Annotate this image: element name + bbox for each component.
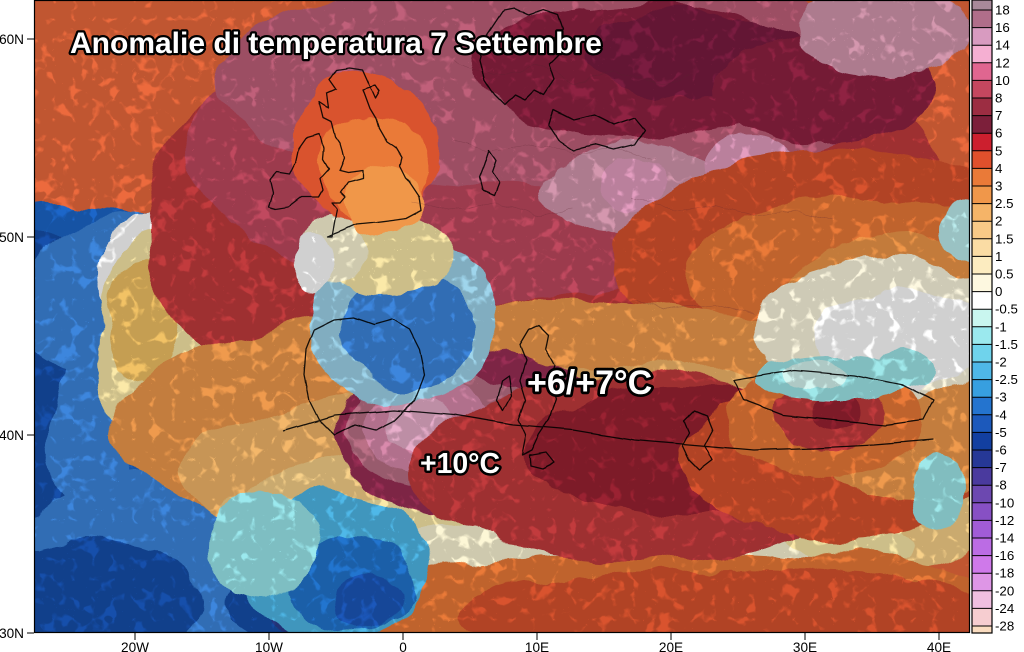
svg-text:0.5: 0.5 bbox=[995, 267, 1014, 282]
svg-text:-12: -12 bbox=[995, 513, 1014, 528]
svg-text:7: 7 bbox=[995, 108, 1002, 123]
svg-text:0: 0 bbox=[995, 284, 1002, 299]
svg-text:1.5: 1.5 bbox=[995, 231, 1014, 246]
svg-text:10W: 10W bbox=[255, 640, 283, 652]
svg-text:0: 0 bbox=[399, 640, 407, 652]
svg-text:-16: -16 bbox=[995, 548, 1014, 563]
svg-text:40E: 40E bbox=[927, 640, 951, 652]
svg-text:-1: -1 bbox=[995, 319, 1007, 334]
svg-text:30E: 30E bbox=[793, 640, 817, 652]
svg-text:-14: -14 bbox=[995, 531, 1014, 546]
svg-text:8: 8 bbox=[995, 91, 1002, 106]
svg-text:20E: 20E bbox=[659, 640, 683, 652]
svg-text:-7: -7 bbox=[995, 460, 1007, 475]
svg-text:-3: -3 bbox=[995, 390, 1007, 405]
svg-text:-28: -28 bbox=[995, 619, 1014, 634]
svg-text:-24: -24 bbox=[995, 601, 1014, 616]
svg-text:-10: -10 bbox=[995, 495, 1014, 510]
svg-text:-4: -4 bbox=[995, 407, 1007, 422]
svg-text:-20: -20 bbox=[995, 583, 1014, 598]
svg-text:5: 5 bbox=[995, 143, 1002, 158]
svg-text:12: 12 bbox=[995, 55, 1010, 70]
svg-text:30N: 30N bbox=[0, 626, 24, 641]
svg-text:Anomalie di temperatura 7 Sett: Anomalie di temperatura 7 Settembre bbox=[70, 27, 602, 60]
svg-text:60N: 60N bbox=[0, 32, 24, 47]
svg-text:50N: 50N bbox=[0, 230, 24, 245]
svg-text:-2: -2 bbox=[995, 355, 1007, 370]
svg-text:2.5: 2.5 bbox=[995, 196, 1014, 211]
svg-text:+10°C: +10°C bbox=[420, 448, 500, 480]
svg-text:40N: 40N bbox=[0, 428, 24, 443]
svg-text:+6/+7°C: +6/+7°C bbox=[527, 364, 652, 402]
svg-text:14: 14 bbox=[995, 38, 1010, 53]
svg-text:10E: 10E bbox=[525, 640, 549, 652]
svg-text:-6: -6 bbox=[995, 443, 1007, 458]
svg-text:-5: -5 bbox=[995, 425, 1007, 440]
svg-text:6: 6 bbox=[995, 126, 1002, 141]
svg-text:3: 3 bbox=[995, 179, 1002, 194]
svg-text:-8: -8 bbox=[995, 478, 1007, 493]
svg-text:2: 2 bbox=[995, 214, 1002, 229]
svg-text:4: 4 bbox=[995, 161, 1002, 176]
svg-text:-2.5: -2.5 bbox=[995, 372, 1018, 387]
svg-text:-1.5: -1.5 bbox=[995, 337, 1018, 352]
svg-text:1: 1 bbox=[995, 249, 1002, 264]
svg-text:20W: 20W bbox=[121, 640, 149, 652]
svg-text:18: 18 bbox=[995, 3, 1010, 18]
svg-text:10: 10 bbox=[995, 73, 1010, 88]
svg-text:-18: -18 bbox=[995, 566, 1014, 581]
svg-text:16: 16 bbox=[995, 20, 1010, 35]
svg-text:-0.5: -0.5 bbox=[995, 302, 1018, 317]
